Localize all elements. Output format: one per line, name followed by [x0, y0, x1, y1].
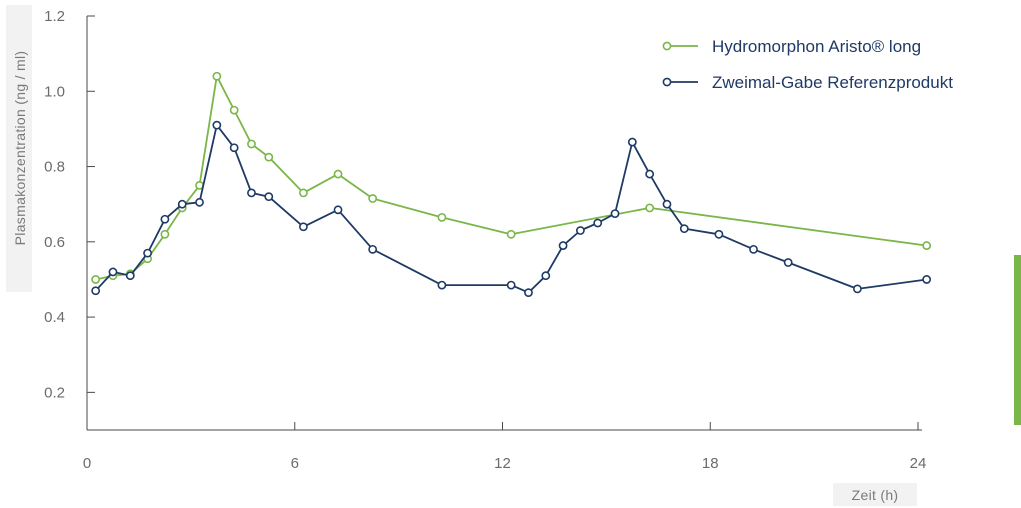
- series-2: [91, 120, 932, 298]
- y-tick-label: 0.4: [44, 309, 65, 326]
- series-1: [91, 71, 932, 284]
- data-point: [506, 280, 516, 290]
- y-axis-title-background: [6, 5, 32, 292]
- data-point: [576, 226, 585, 235]
- legend-marker: [662, 77, 672, 87]
- x-axis-ticks: 0 6 12 18 24: [83, 422, 927, 472]
- data-point: [195, 197, 204, 207]
- legend-label: Zweimal-Gabe Referenzprodukt: [712, 73, 953, 92]
- data-point: [177, 199, 187, 209]
- data-point: [541, 271, 551, 281]
- data-point: [506, 229, 516, 239]
- x-axis-title: Zeit (h): [852, 487, 899, 503]
- data-point: [627, 137, 637, 147]
- data-point: [922, 241, 932, 250]
- data-point: [853, 284, 862, 294]
- y-tick-label: 1.2: [44, 8, 65, 25]
- data-point: [922, 275, 932, 284]
- data-point: [212, 120, 222, 130]
- data-point: [264, 152, 274, 162]
- data-point: [437, 280, 447, 290]
- y-tick-label: 1.0: [44, 83, 65, 100]
- y-tick-label: 0.2: [44, 384, 65, 401]
- legend-label: Hydromorphon Aristo® long: [712, 37, 921, 56]
- data-point: [247, 139, 256, 149]
- series-line: [95, 124, 927, 294]
- data-point: [160, 214, 170, 224]
- legend: Hydromorphon Aristo® long Zweimal-Gabe Re…: [662, 37, 953, 92]
- data-point: [333, 205, 343, 215]
- data-point: [714, 229, 724, 239]
- data-point: [299, 222, 308, 232]
- data-point: [679, 224, 689, 234]
- x-tick-label: 24: [910, 455, 927, 472]
- data-point: [229, 105, 239, 115]
- right-edge-accent-bar: [1014, 255, 1021, 425]
- data-point: [558, 241, 568, 250]
- data-point: [91, 286, 101, 296]
- x-tick-label: 0: [83, 455, 91, 472]
- data-point: [143, 248, 152, 258]
- data-point: [91, 275, 101, 284]
- y-tick-label: 0.6: [44, 234, 65, 251]
- data-point: [645, 169, 655, 179]
- x-tick-label: 12: [494, 455, 511, 472]
- x-axis-title-background: [833, 483, 917, 506]
- y-axis-title: Plasmakonzentration (ng / ml): [12, 51, 28, 246]
- data-point: [108, 267, 118, 277]
- data-point: [247, 188, 256, 198]
- x-tick-label: 18: [702, 455, 719, 472]
- legend-item: Zweimal-Gabe Referenzprodukt: [662, 73, 953, 92]
- data-point: [749, 244, 758, 254]
- data-point: [264, 192, 274, 202]
- data-point: [645, 203, 655, 213]
- data-point: [783, 258, 793, 267]
- data-point: [610, 209, 620, 218]
- data-point: [160, 229, 170, 239]
- data-point: [125, 271, 135, 281]
- y-tick-label: 0.8: [44, 159, 65, 176]
- data-point: [662, 199, 672, 209]
- data-point: [229, 143, 239, 153]
- data-point: [593, 218, 603, 228]
- data-point: [299, 188, 308, 198]
- series-line: [95, 75, 927, 281]
- y-axis-ticks: 0.2 0.4 0.6 0.8 1.0 1.2: [44, 8, 95, 401]
- series-layer: [91, 71, 932, 298]
- legend-marker: [662, 41, 672, 51]
- data-point: [368, 194, 378, 203]
- data-point: [212, 71, 222, 81]
- data-point: [333, 169, 343, 179]
- legend-item: Hydromorphon Aristo® long: [662, 37, 921, 56]
- data-point: [368, 244, 378, 254]
- x-tick-label: 6: [291, 455, 299, 472]
- data-point: [524, 288, 533, 298]
- data-point: [437, 212, 447, 222]
